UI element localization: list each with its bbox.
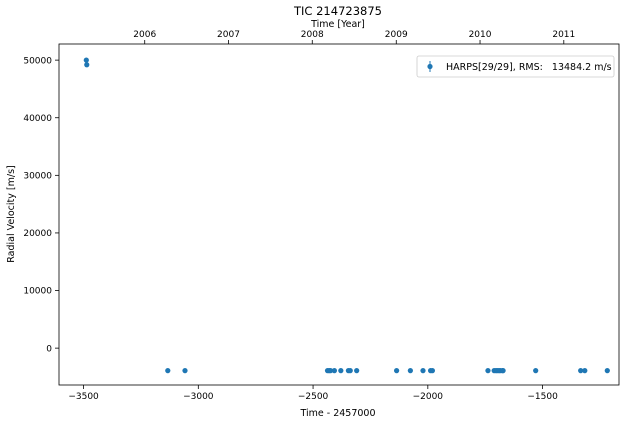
bottom-x-axis: −3500 −3000 −2500 −2000 −1500 (68, 385, 558, 402)
data-points (83, 57, 610, 374)
data-point (485, 367, 491, 374)
legend-marker (427, 63, 433, 70)
top-x-tick-label: 2011 (552, 30, 575, 40)
x-tick-label: −2000 (413, 392, 444, 402)
legend: HARPS[29/29], RMS: 13484.2 m/s (416, 55, 615, 78)
y-axis-label: Radial Velocity [m/s] (6, 165, 17, 262)
data-point (582, 367, 588, 374)
data-point (338, 367, 344, 374)
x-tick-label: −1500 (527, 392, 558, 402)
data-point (604, 367, 610, 374)
top-x-tick-label: 2009 (385, 30, 408, 40)
top-x-axis-label: Time [Year] (310, 19, 365, 30)
data-point (331, 367, 338, 374)
data-point (327, 367, 334, 374)
y-axis: 0 10000 20000 30000 40000 50000 (23, 56, 59, 354)
y-tick-label: 10000 (23, 287, 52, 297)
data-point (500, 367, 506, 374)
x-tick-label: −3000 (183, 392, 214, 402)
data-point (354, 367, 360, 374)
data-point (394, 367, 400, 374)
y-tick-label: 40000 (23, 114, 52, 124)
top-x-tick-label: 2008 (301, 30, 324, 40)
y-tick-label: 0 (46, 344, 52, 354)
legend-entry-label: HARPS[29/29], RMS: 13484.2 m/s (446, 62, 612, 73)
data-point (578, 367, 584, 374)
x-axis-label: Time - 2457000 (299, 408, 375, 419)
legend-box (416, 55, 615, 78)
x-tick-label: −2500 (298, 392, 329, 402)
x-tick-label: −3500 (68, 392, 99, 402)
y-tick-label: 20000 (23, 229, 52, 239)
plot-area (58, 43, 620, 386)
top-x-tick-label: 2006 (133, 30, 156, 40)
data-point (533, 367, 539, 374)
data-point (347, 367, 353, 374)
data-point (165, 367, 171, 374)
data-point (407, 367, 413, 374)
y-tick-label: 30000 (23, 172, 52, 182)
top-x-tick-label: 2007 (217, 30, 240, 40)
data-point (182, 367, 188, 374)
data-point (84, 62, 90, 68)
top-x-axis: 2006 2007 2008 2009 2010 2011 (133, 30, 575, 44)
data-point (83, 57, 89, 63)
chart-title: TIC 214723875 (293, 4, 382, 18)
top-x-tick-label: 2010 (469, 30, 492, 40)
data-point (429, 367, 436, 374)
data-point (420, 367, 426, 374)
y-tick-label: 50000 (23, 56, 52, 66)
